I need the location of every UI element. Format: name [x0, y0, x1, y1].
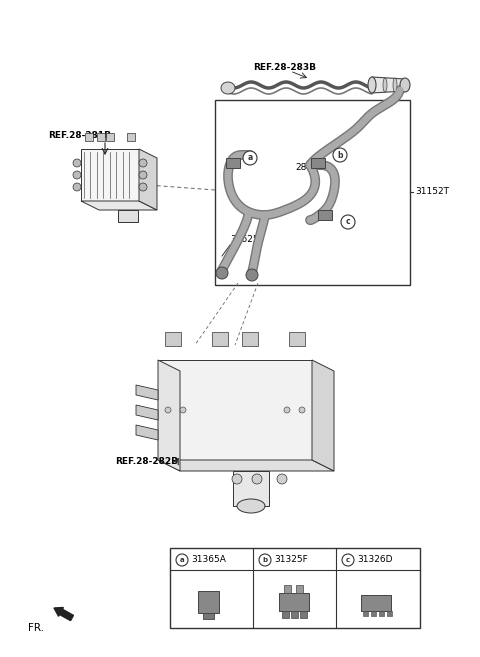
Ellipse shape: [383, 78, 387, 92]
Circle shape: [139, 171, 147, 179]
Bar: [242, 332, 258, 346]
Polygon shape: [203, 613, 214, 619]
Circle shape: [139, 159, 147, 167]
Circle shape: [165, 407, 171, 413]
Text: FR.: FR.: [28, 623, 44, 633]
Polygon shape: [312, 360, 334, 471]
Bar: [212, 332, 228, 346]
Polygon shape: [158, 360, 312, 460]
Circle shape: [216, 267, 228, 279]
Polygon shape: [158, 360, 180, 471]
Circle shape: [176, 554, 188, 566]
Text: c: c: [346, 557, 350, 563]
Text: 31326D: 31326D: [357, 556, 393, 564]
Circle shape: [73, 159, 81, 167]
Polygon shape: [136, 405, 158, 420]
Bar: [296, 585, 303, 593]
Circle shape: [342, 554, 354, 566]
Bar: [170, 548, 420, 628]
Text: REF.28-282B: REF.28-282B: [115, 457, 178, 466]
Circle shape: [232, 474, 242, 484]
Bar: [311, 158, 325, 168]
Bar: [226, 158, 240, 168]
Bar: [300, 611, 307, 618]
Bar: [291, 611, 298, 618]
Polygon shape: [139, 149, 157, 210]
Polygon shape: [81, 149, 139, 201]
Ellipse shape: [221, 82, 235, 94]
Ellipse shape: [400, 78, 410, 92]
Text: b: b: [337, 150, 343, 160]
Ellipse shape: [237, 499, 265, 513]
Bar: [127, 133, 135, 141]
Polygon shape: [158, 460, 334, 471]
Text: 31365A: 31365A: [191, 556, 226, 564]
Bar: [289, 332, 305, 346]
Circle shape: [73, 183, 81, 191]
Polygon shape: [233, 471, 269, 506]
Polygon shape: [372, 77, 405, 93]
Polygon shape: [136, 385, 158, 400]
Bar: [363, 611, 368, 616]
Text: b: b: [263, 557, 267, 563]
Text: REF.28-281B: REF.28-281B: [48, 131, 111, 139]
Circle shape: [277, 474, 287, 484]
Polygon shape: [198, 591, 219, 613]
Bar: [165, 332, 181, 346]
Circle shape: [284, 407, 290, 413]
Text: a: a: [247, 154, 252, 162]
Bar: [85, 133, 93, 141]
Text: 31152T: 31152T: [415, 187, 449, 196]
Bar: [371, 611, 376, 616]
Polygon shape: [81, 201, 157, 210]
Bar: [97, 133, 105, 141]
Circle shape: [180, 407, 186, 413]
Ellipse shape: [393, 78, 397, 92]
Bar: [387, 611, 392, 616]
FancyArrow shape: [54, 608, 73, 621]
Text: a: a: [180, 557, 184, 563]
Circle shape: [252, 474, 262, 484]
Text: REF.28-283B: REF.28-283B: [253, 64, 316, 72]
Polygon shape: [279, 593, 309, 611]
Circle shape: [259, 554, 271, 566]
Bar: [379, 611, 384, 616]
Bar: [106, 133, 114, 141]
Ellipse shape: [368, 77, 376, 93]
Circle shape: [299, 407, 305, 413]
Bar: [284, 585, 291, 593]
Circle shape: [333, 148, 347, 162]
Circle shape: [243, 151, 257, 165]
Text: 28915C: 28915C: [295, 164, 330, 173]
Circle shape: [139, 183, 147, 191]
Text: 31325F: 31325F: [274, 556, 308, 564]
Bar: [282, 611, 289, 618]
Bar: [318, 210, 332, 220]
Polygon shape: [361, 595, 391, 611]
Circle shape: [73, 171, 81, 179]
Polygon shape: [136, 425, 158, 440]
Circle shape: [246, 269, 258, 281]
Text: c: c: [346, 217, 350, 227]
Polygon shape: [118, 210, 138, 222]
Circle shape: [341, 215, 355, 229]
Text: 31625: 31625: [230, 235, 259, 244]
